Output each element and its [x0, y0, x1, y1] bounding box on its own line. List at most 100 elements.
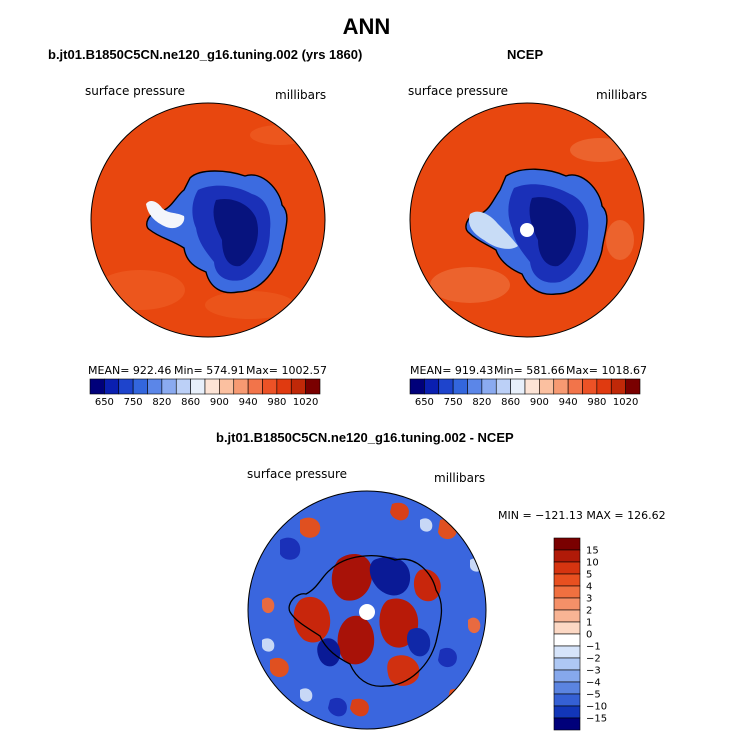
colorbar-tick-label: 5	[586, 570, 592, 581]
colorbar-model: 650 750 820 860 900 940 980 1020	[89, 378, 321, 408]
colorbar-tick-label: 940	[239, 397, 258, 408]
colorbar-swatch	[567, 378, 583, 395]
map-border	[90, 102, 326, 338]
map-border	[409, 102, 645, 338]
colorbar-swatch	[553, 633, 581, 647]
anomaly-region	[328, 697, 347, 717]
lowest-pressure-core	[529, 197, 577, 267]
pressure-blob	[570, 138, 630, 162]
mean-stat: MEAN= 922.46	[88, 364, 172, 377]
difference-anomalies	[262, 502, 483, 717]
colorbar-swatch	[147, 378, 163, 395]
colorbar-tick-label: −5	[586, 690, 601, 701]
colorbar-swatch	[276, 378, 292, 395]
anomaly-region	[280, 537, 301, 560]
max-stat: Max= 1002.57	[246, 364, 327, 377]
colorbar-swatch	[175, 378, 191, 395]
colorbar-tick-label: 15	[586, 546, 599, 557]
variable-label: surface pressure	[247, 467, 347, 481]
variable-label: surface pressure	[85, 84, 185, 98]
colorbar-swatch	[132, 378, 148, 395]
figure-title: ANN	[342, 14, 391, 39]
map-model	[90, 102, 326, 338]
colorbar-tick-label: −4	[586, 678, 601, 689]
colorbar-swatch	[553, 645, 581, 659]
anomaly-region	[369, 556, 411, 596]
colorbar-swatch	[467, 378, 483, 395]
anomaly-region	[270, 657, 289, 678]
anomaly-region	[448, 688, 466, 707]
colorbar-swatch	[233, 378, 249, 395]
colorbar-swatch	[219, 378, 235, 395]
pole-missing-data	[520, 223, 534, 237]
colorbar-tick-label: 3	[586, 594, 592, 605]
colorbar-swatch	[553, 537, 581, 551]
anomaly-region	[300, 688, 313, 702]
colorbar-swatch	[553, 609, 581, 623]
colorbar-swatch	[204, 378, 220, 395]
units-label: millibars	[275, 88, 327, 102]
colorbar-tick-label: 2	[586, 606, 592, 617]
colorbar-swatch	[510, 378, 526, 395]
colorbar-swatch	[596, 378, 612, 395]
anomaly-region	[300, 517, 321, 538]
colorbar-tick-label: 860	[501, 397, 520, 408]
units-label: millibars	[434, 471, 486, 485]
pressure-blob	[606, 220, 634, 260]
colorbar-tick-label: 1020	[293, 397, 318, 408]
anomaly-region	[317, 638, 341, 667]
pressure-blob	[95, 270, 185, 310]
colorbar-swatch	[118, 378, 134, 395]
colorbar-swatch	[553, 378, 569, 395]
colorbar-tick-label: 980	[587, 397, 606, 408]
colorbar-tick-label: −3	[586, 666, 601, 677]
map-difference	[247, 490, 487, 730]
colorbar-tick-label: −1	[586, 642, 601, 653]
panel-diff-title: b.jt01.B1850C5CN.ne120_g16.tuning.002 - …	[216, 430, 514, 445]
colorbar-tick-label: 820	[152, 397, 171, 408]
antarctica-outline	[288, 555, 443, 687]
anomaly-region	[337, 615, 375, 665]
anomaly-region	[468, 617, 481, 634]
colorbar-swatch	[104, 378, 120, 395]
colorbar-swatch	[553, 681, 581, 695]
colorbar-swatch	[495, 378, 511, 395]
colorbar-tick-label: 650	[415, 397, 434, 408]
min-stat: Min= 581.66	[494, 364, 565, 377]
colorbar-swatch	[247, 378, 263, 395]
peninsula-transition	[146, 201, 185, 229]
colorbar-swatch	[553, 621, 581, 635]
colorbar-swatch	[553, 705, 581, 719]
min-stat: Min= 574.91	[174, 364, 245, 377]
anomaly-region	[350, 698, 369, 717]
colorbar-swatch	[553, 573, 581, 587]
anomaly-region	[420, 518, 433, 532]
units-label: millibars	[596, 88, 648, 102]
colorbar-swatch	[553, 657, 581, 671]
colorbar-tick-label: −10	[586, 702, 607, 713]
colorbar-tick-label: 1020	[613, 397, 638, 408]
anomaly-region	[262, 638, 275, 652]
colorbar-tick-label: 10	[586, 558, 599, 569]
colorbar-swatch	[524, 378, 540, 395]
colorbar-tick-label: 980	[267, 397, 286, 408]
colorbar-swatch	[190, 378, 206, 395]
max-stat: Max= 1018.67	[566, 364, 647, 377]
anomaly-region	[390, 502, 409, 521]
map-border	[247, 490, 487, 730]
colorbar-swatch	[553, 693, 581, 707]
colorbar-swatch	[409, 378, 425, 395]
anomaly-region	[293, 596, 331, 643]
colorbar-tick-label: −2	[586, 654, 601, 665]
colorbar-tick-label: 4	[586, 582, 592, 593]
colorbar-swatch	[452, 378, 468, 395]
colorbar-tick-label: 1	[586, 618, 592, 629]
colorbar-tick-label: 650	[95, 397, 114, 408]
pole-missing-data	[359, 604, 375, 620]
anomaly-region	[470, 558, 483, 572]
colorbar-tick-label: 750	[124, 397, 143, 408]
pressure-blob	[430, 267, 510, 303]
colorbar-tick-label: 820	[472, 397, 491, 408]
peninsula-transition	[468, 211, 518, 249]
